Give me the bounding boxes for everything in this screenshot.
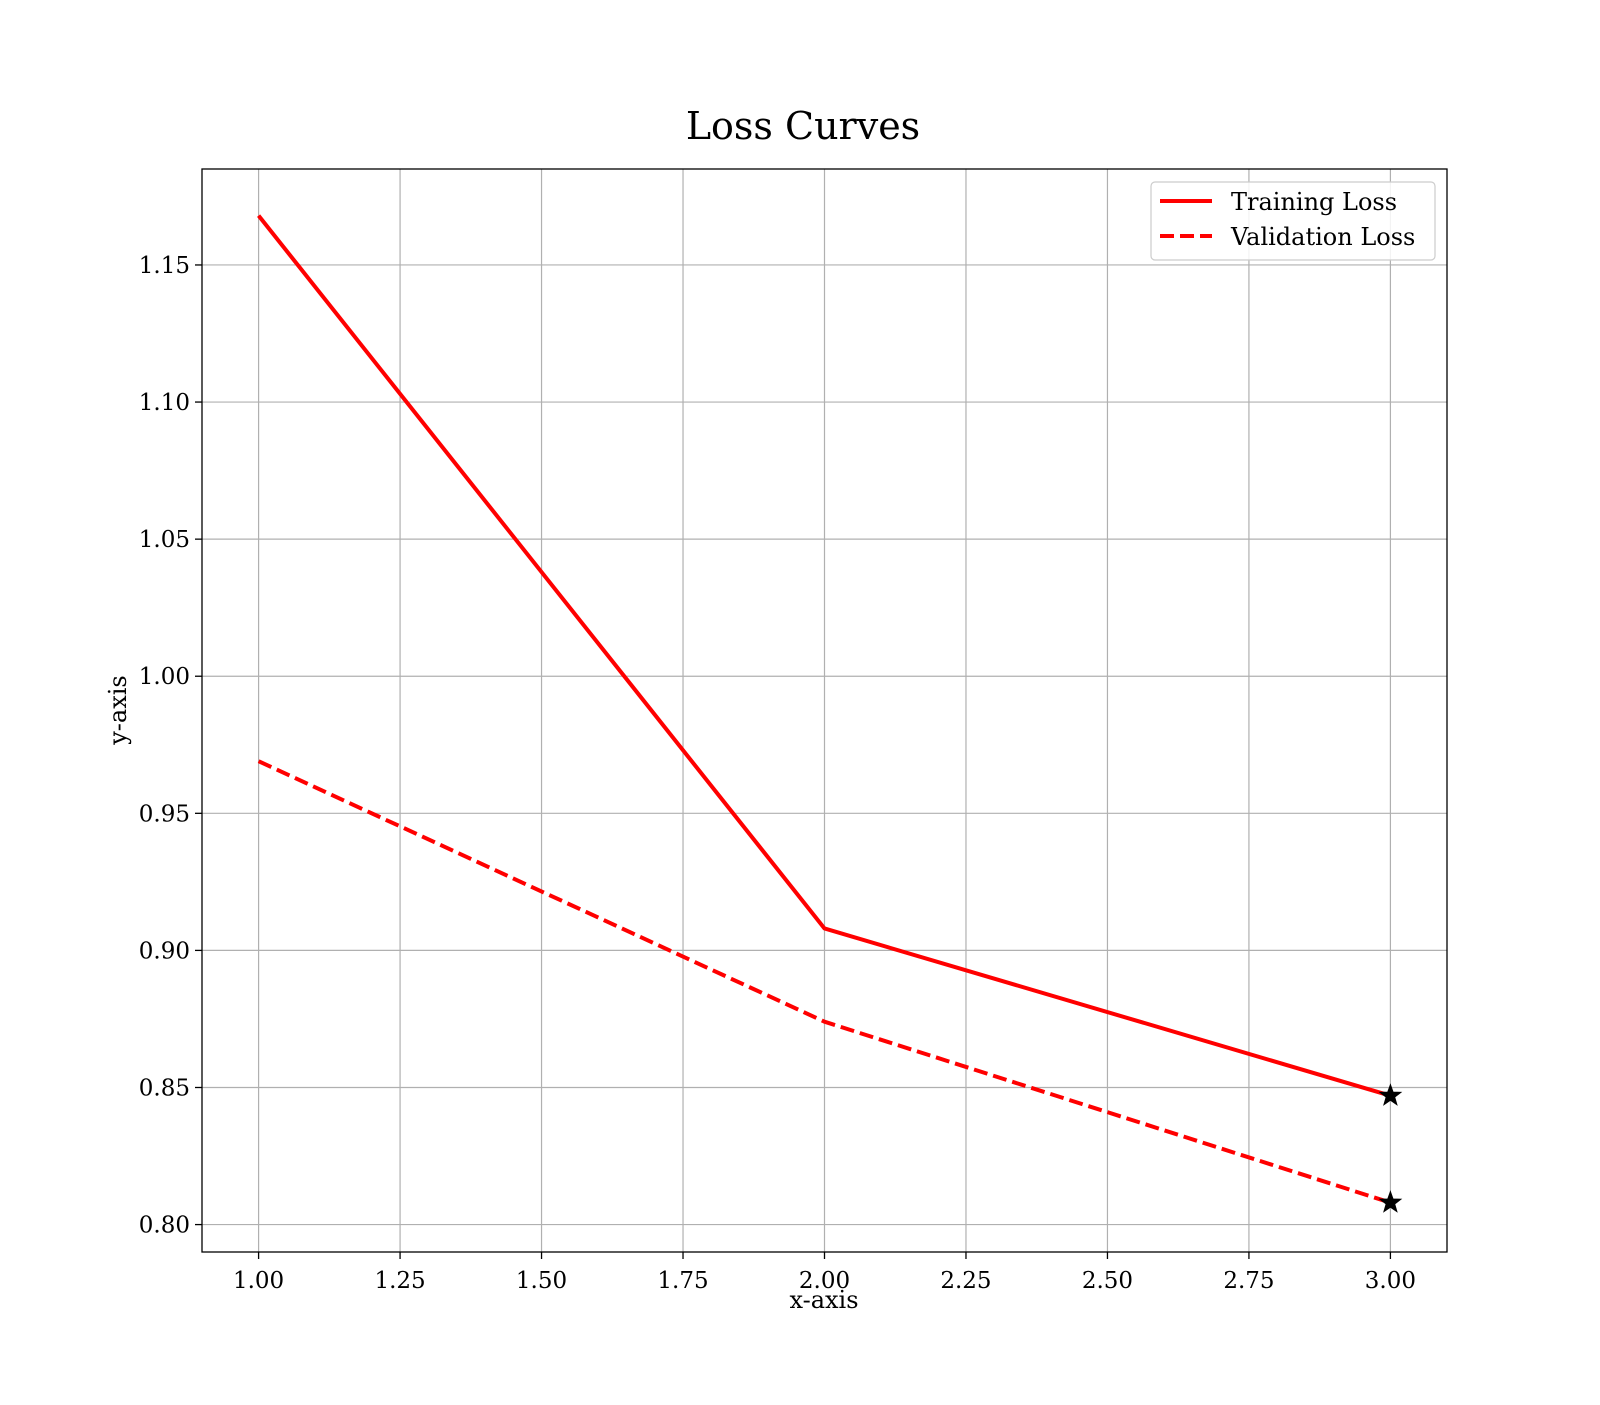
legend-label-validation: Validation Loss — [1230, 223, 1415, 251]
x-tick-label: 2.50 — [1082, 1268, 1133, 1294]
legend: Training Loss Validation Loss — [1151, 182, 1435, 260]
y-tick-label: 0.95 — [139, 801, 190, 827]
y-axis-label: y-axis — [104, 675, 132, 746]
y-tick-label: 1.00 — [139, 664, 190, 690]
x-tick-label: 1.75 — [657, 1268, 708, 1294]
legend-label-training: Training Loss — [1231, 188, 1397, 216]
y-tick-label: 1.15 — [139, 253, 190, 279]
x-tick-label: 3.00 — [1365, 1268, 1416, 1294]
chart-title: Loss Curves — [686, 104, 920, 148]
y-tick-label: 0.85 — [139, 1075, 190, 1101]
y-tick-label: 1.05 — [139, 527, 190, 553]
y-tick-label: 0.90 — [139, 938, 190, 964]
grid — [202, 169, 1447, 1252]
x-axis-label: x-axis — [789, 1286, 858, 1314]
x-tick-label: 1.50 — [516, 1268, 567, 1294]
x-tick-label: 2.25 — [940, 1268, 991, 1294]
x-tick-label: 2.75 — [1223, 1268, 1274, 1294]
x-tick-label: 1.00 — [233, 1268, 284, 1294]
x-tick-label: 1.25 — [374, 1268, 425, 1294]
y-tick-label: 1.10 — [139, 390, 190, 416]
y-tick-label: 0.80 — [139, 1213, 190, 1239]
